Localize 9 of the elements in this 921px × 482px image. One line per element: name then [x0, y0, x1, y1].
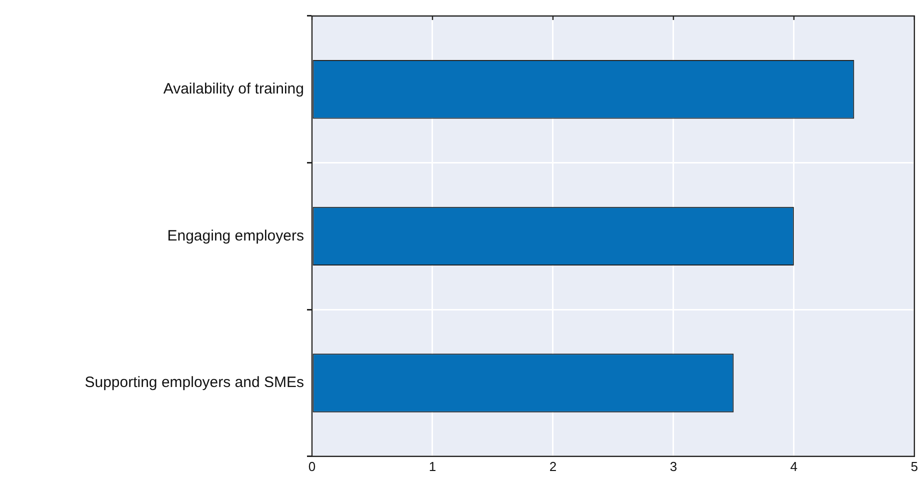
x-tick-label: 4 — [790, 458, 798, 474]
x-tick-label: 5 — [910, 458, 918, 474]
x-tick-label: 3 — [670, 458, 678, 474]
x-tick-label: 1 — [428, 458, 436, 474]
y-tick-label: Engaging employers — [167, 227, 304, 244]
x-tick-label: 0 — [308, 458, 316, 474]
y-tick-label: Availability of training — [163, 80, 304, 98]
y-tick-label: Supporting employers and SMEs — [84, 374, 304, 392]
x-tick-label: 2 — [549, 458, 557, 474]
